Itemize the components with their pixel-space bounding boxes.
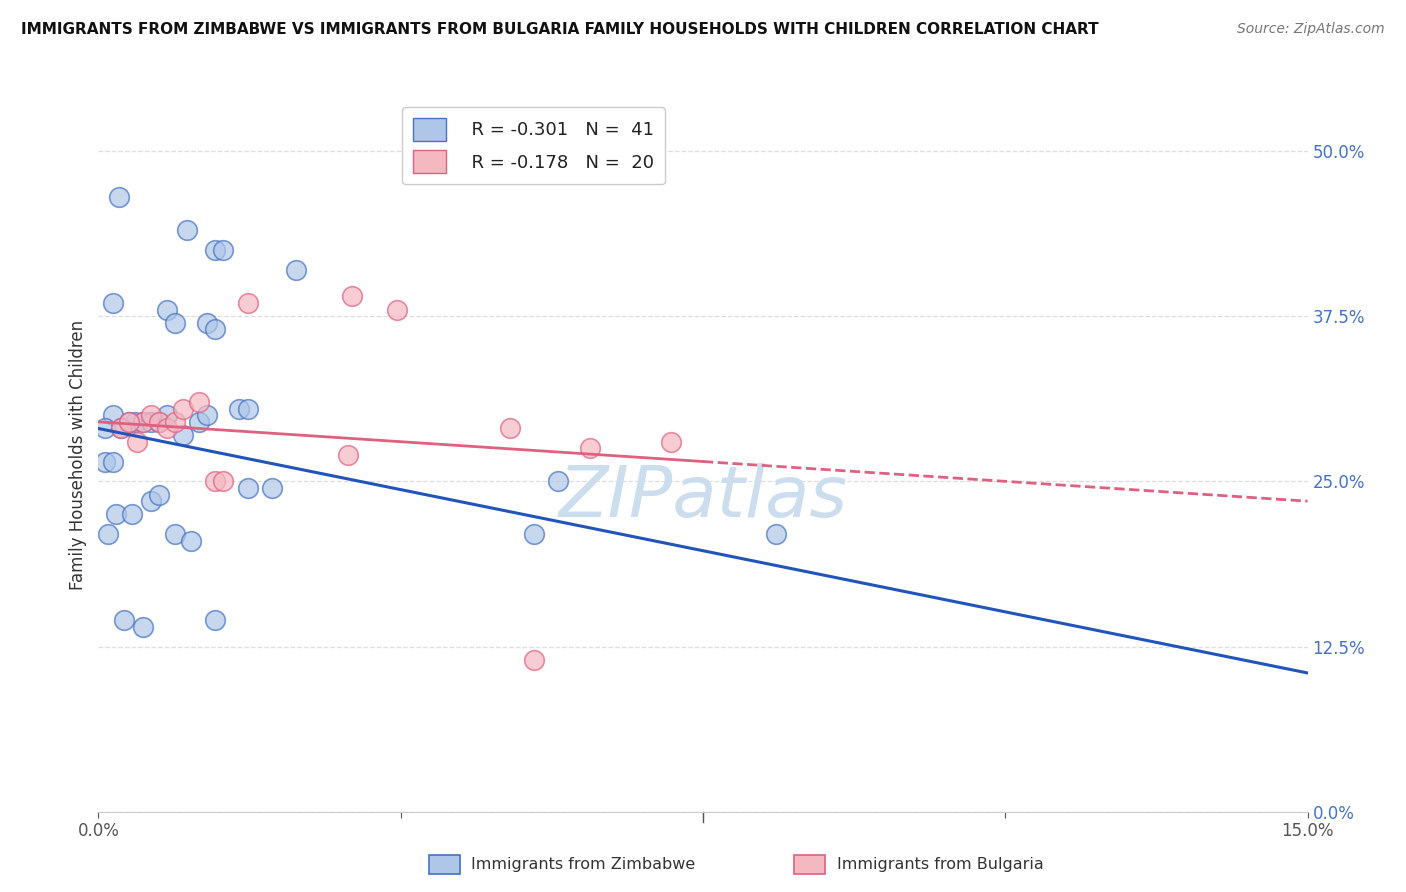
Point xyxy=(163,316,186,330)
Point xyxy=(132,620,155,634)
Point xyxy=(163,415,186,429)
Point xyxy=(94,421,117,435)
Point xyxy=(284,263,307,277)
Point xyxy=(236,296,259,310)
Point xyxy=(148,415,170,429)
Point xyxy=(148,415,170,429)
Point xyxy=(107,190,129,204)
Point xyxy=(121,508,143,522)
Point xyxy=(204,613,226,627)
Point xyxy=(342,289,364,303)
Point xyxy=(132,415,155,429)
Point xyxy=(101,409,124,423)
Point xyxy=(204,322,226,336)
Point xyxy=(172,401,194,416)
Point xyxy=(105,508,128,522)
Point xyxy=(156,302,179,317)
Point xyxy=(547,475,569,489)
Text: Immigrants from Zimbabwe: Immigrants from Zimbabwe xyxy=(471,857,695,871)
Point xyxy=(228,401,250,416)
Point xyxy=(195,316,218,330)
Point xyxy=(118,415,141,429)
Point xyxy=(385,302,408,317)
Point xyxy=(118,415,141,429)
Point xyxy=(139,494,162,508)
Point xyxy=(188,395,211,409)
Text: Immigrants from Bulgaria: Immigrants from Bulgaria xyxy=(837,857,1043,871)
Point xyxy=(94,454,117,468)
Point xyxy=(97,527,120,541)
Point xyxy=(204,475,226,489)
Point xyxy=(156,409,179,423)
Point xyxy=(156,421,179,435)
Point xyxy=(236,401,259,416)
Point xyxy=(139,415,162,429)
Point xyxy=(163,527,186,541)
Y-axis label: Family Households with Children: Family Households with Children xyxy=(69,320,87,590)
Legend:   R = -0.301   N =  41,   R = -0.178   N =  20: R = -0.301 N = 41, R = -0.178 N = 20 xyxy=(402,107,665,185)
Point xyxy=(101,296,124,310)
Point xyxy=(498,421,520,435)
Point xyxy=(101,454,124,468)
Point xyxy=(124,415,146,429)
Point xyxy=(127,434,149,449)
Point xyxy=(132,415,155,429)
Point xyxy=(112,613,135,627)
Point xyxy=(523,653,546,667)
Point xyxy=(579,442,602,456)
Point xyxy=(212,475,235,489)
Point xyxy=(765,527,787,541)
Text: Source: ZipAtlas.com: Source: ZipAtlas.com xyxy=(1237,22,1385,37)
Text: ZIPatlas: ZIPatlas xyxy=(558,463,848,533)
Point xyxy=(180,533,202,548)
Point xyxy=(110,421,132,435)
Point xyxy=(195,409,218,423)
Point xyxy=(260,481,283,495)
Text: IMMIGRANTS FROM ZIMBABWE VS IMMIGRANTS FROM BULGARIA FAMILY HOUSEHOLDS WITH CHIL: IMMIGRANTS FROM ZIMBABWE VS IMMIGRANTS F… xyxy=(21,22,1098,37)
Point xyxy=(176,223,198,237)
Point xyxy=(337,448,360,462)
Point xyxy=(523,527,546,541)
Point xyxy=(204,243,226,257)
Point xyxy=(212,243,235,257)
Point xyxy=(236,481,259,495)
Point xyxy=(172,428,194,442)
Point xyxy=(139,409,162,423)
Point xyxy=(659,434,682,449)
Point xyxy=(110,421,132,435)
Point xyxy=(148,487,170,501)
Point xyxy=(188,415,211,429)
